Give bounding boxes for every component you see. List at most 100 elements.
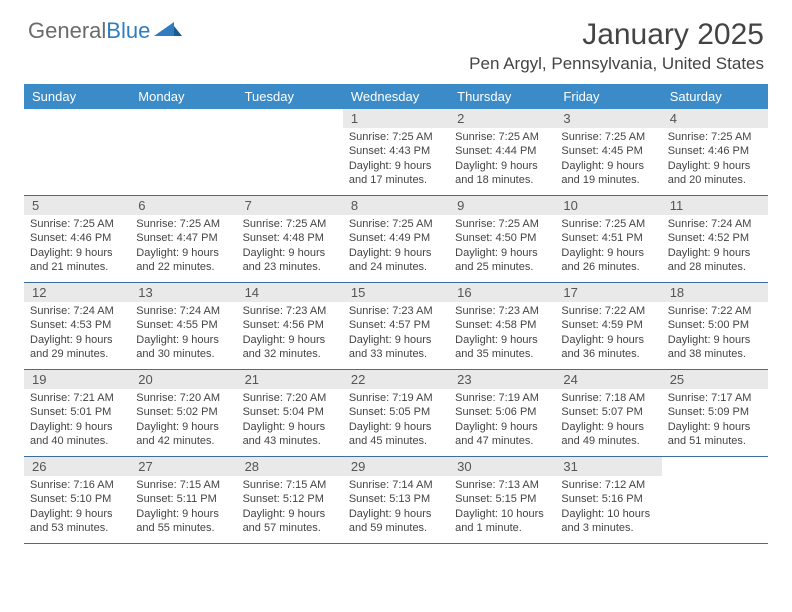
logo: GeneralBlue: [28, 18, 182, 44]
day-number: 29: [343, 457, 449, 476]
day-cell: 13 Sunrise: 7:24 AMSunset: 4:55 PMDayligh…: [130, 283, 236, 369]
day-number: 21: [237, 370, 343, 389]
day-cell: 29 Sunrise: 7:14 AMSunset: 5:13 PMDayligh…: [343, 457, 449, 543]
day-number: 19: [24, 370, 130, 389]
day-details: Sunrise: 7:25 AMSunset: 4:51 PMDaylight:…: [561, 217, 655, 274]
day-number: 5: [24, 196, 130, 215]
day-details: Sunrise: 7:12 AMSunset: 5:16 PMDaylight:…: [561, 478, 655, 535]
day-cell: 19 Sunrise: 7:21 AMSunset: 5:01 PMDayligh…: [24, 370, 130, 456]
day-cell: 23 Sunrise: 7:19 AMSunset: 5:06 PMDayligh…: [449, 370, 555, 456]
day-number: 31: [555, 457, 661, 476]
day-details: Sunrise: 7:23 AMSunset: 4:58 PMDaylight:…: [455, 304, 549, 361]
day-number: 12: [24, 283, 130, 302]
day-details: Sunrise: 7:15 AMSunset: 5:12 PMDaylight:…: [243, 478, 337, 535]
day-details: Sunrise: 7:19 AMSunset: 5:05 PMDaylight:…: [349, 391, 443, 448]
day-cell: 2 Sunrise: 7:25 AMSunset: 4:44 PMDaylight…: [449, 109, 555, 195]
day-cell: 28 Sunrise: 7:15 AMSunset: 5:12 PMDayligh…: [237, 457, 343, 543]
day-cell: 6 Sunrise: 7:25 AMSunset: 4:47 PMDaylight…: [130, 196, 236, 282]
day-cell: 16Sunrise: 7:23 AMSunset: 4:58 PMDayligh…: [449, 283, 555, 369]
day-cell: [130, 109, 236, 195]
weekday-header: Wednesday: [343, 84, 449, 109]
day-cell: 26Sunrise: 7:16 AMSunset: 5:10 PMDayligh…: [24, 457, 130, 543]
day-details: Sunrise: 7:20 AMSunset: 5:02 PMDaylight:…: [136, 391, 230, 448]
day-number: 14: [237, 283, 343, 302]
day-number: 23: [449, 370, 555, 389]
day-number: 6: [130, 196, 236, 215]
day-cell: 1 Sunrise: 7:25 AMSunset: 4:43 PMDaylight…: [343, 109, 449, 195]
day-details: Sunrise: 7:24 AMSunset: 4:53 PMDaylight:…: [30, 304, 124, 361]
day-number: 24: [555, 370, 661, 389]
calendar: SundayMondayTuesdayWednesdayThursdayFrid…: [24, 84, 768, 544]
day-details: Sunrise: 7:19 AMSunset: 5:06 PMDaylight:…: [455, 391, 549, 448]
day-number: 30: [449, 457, 555, 476]
day-details: Sunrise: 7:23 AMSunset: 4:57 PMDaylight:…: [349, 304, 443, 361]
weekday-header: Saturday: [662, 84, 768, 109]
day-details: Sunrise: 7:15 AMSunset: 5:11 PMDaylight:…: [136, 478, 230, 535]
day-number: 7: [237, 196, 343, 215]
day-cell: 22 Sunrise: 7:19 AMSunset: 5:05 PMDayligh…: [343, 370, 449, 456]
day-details: Sunrise: 7:25 AMSunset: 4:49 PMDaylight:…: [349, 217, 443, 274]
day-cell: [662, 457, 768, 543]
weekday-header: Tuesday: [237, 84, 343, 109]
day-number: 15: [343, 283, 449, 302]
day-details: Sunrise: 7:25 AMSunset: 4:47 PMDaylight:…: [136, 217, 230, 274]
day-details: Sunrise: 7:25 AMSunset: 4:43 PMDaylight:…: [349, 130, 443, 187]
day-number: 28: [237, 457, 343, 476]
day-cell: 15 Sunrise: 7:23 AMSunset: 4:57 PMDayligh…: [343, 283, 449, 369]
day-details: Sunrise: 7:25 AMSunset: 4:46 PMDaylight:…: [30, 217, 124, 274]
title-block: January 2025 Pen Argyl, Pennsylvania, Un…: [469, 18, 764, 74]
day-cell: 17Sunrise: 7:22 AMSunset: 4:59 PMDayligh…: [555, 283, 661, 369]
weekday-header: Thursday: [449, 84, 555, 109]
day-number: 8: [343, 196, 449, 215]
day-number: 2: [449, 109, 555, 128]
day-number: 26: [24, 457, 130, 476]
day-details: Sunrise: 7:24 AMSunset: 4:52 PMDaylight:…: [668, 217, 762, 274]
location-text: Pen Argyl, Pennsylvania, United States: [469, 54, 764, 74]
day-details: Sunrise: 7:25 AMSunset: 4:46 PMDaylight:…: [668, 130, 762, 187]
week-row: 5 Sunrise: 7:25 AMSunset: 4:46 PMDaylight…: [24, 196, 768, 283]
day-cell: 8 Sunrise: 7:25 AMSunset: 4:49 PMDaylight…: [343, 196, 449, 282]
day-details: Sunrise: 7:14 AMSunset: 5:13 PMDaylight:…: [349, 478, 443, 535]
day-details: Sunrise: 7:18 AMSunset: 5:07 PMDaylight:…: [561, 391, 655, 448]
day-details: Sunrise: 7:24 AMSunset: 4:55 PMDaylight:…: [136, 304, 230, 361]
day-cell: 24 Sunrise: 7:18 AMSunset: 5:07 PMDayligh…: [555, 370, 661, 456]
logo-text-blue: Blue: [106, 18, 150, 44]
day-number: 1: [343, 109, 449, 128]
day-cell: 4 Sunrise: 7:25 AMSunset: 4:46 PMDaylight…: [662, 109, 768, 195]
day-details: Sunrise: 7:20 AMSunset: 5:04 PMDaylight:…: [243, 391, 337, 448]
day-cell: 5 Sunrise: 7:25 AMSunset: 4:46 PMDaylight…: [24, 196, 130, 282]
day-cell: 25 Sunrise: 7:17 AMSunset: 5:09 PMDayligh…: [662, 370, 768, 456]
day-number: 18: [662, 283, 768, 302]
day-details: Sunrise: 7:13 AMSunset: 5:15 PMDaylight:…: [455, 478, 549, 535]
week-row: 26Sunrise: 7:16 AMSunset: 5:10 PMDayligh…: [24, 457, 768, 544]
day-cell: 31 Sunrise: 7:12 AMSunset: 5:16 PMDayligh…: [555, 457, 661, 543]
day-cell: 7 Sunrise: 7:25 AMSunset: 4:48 PMDaylight…: [237, 196, 343, 282]
day-details: Sunrise: 7:25 AMSunset: 4:45 PMDaylight:…: [561, 130, 655, 187]
day-details: Sunrise: 7:25 AMSunset: 4:50 PMDaylight:…: [455, 217, 549, 274]
week-row: 12 Sunrise: 7:24 AMSunset: 4:53 PMDayligh…: [24, 283, 768, 370]
day-details: Sunrise: 7:23 AMSunset: 4:56 PMDaylight:…: [243, 304, 337, 361]
day-cell: 9 Sunrise: 7:25 AMSunset: 4:50 PMDaylight…: [449, 196, 555, 282]
weekday-header: Friday: [555, 84, 661, 109]
day-details: Sunrise: 7:22 AMSunset: 4:59 PMDaylight:…: [561, 304, 655, 361]
day-number: 22: [343, 370, 449, 389]
day-number: 9: [449, 196, 555, 215]
day-details: Sunrise: 7:25 AMSunset: 4:44 PMDaylight:…: [455, 130, 549, 187]
day-details: Sunrise: 7:17 AMSunset: 5:09 PMDaylight:…: [668, 391, 762, 448]
day-details: Sunrise: 7:21 AMSunset: 5:01 PMDaylight:…: [30, 391, 124, 448]
day-number: 25: [662, 370, 768, 389]
day-number: 13: [130, 283, 236, 302]
logo-text-general: General: [28, 18, 106, 44]
day-number: 4: [662, 109, 768, 128]
day-details: Sunrise: 7:25 AMSunset: 4:48 PMDaylight:…: [243, 217, 337, 274]
day-cell: 14 Sunrise: 7:23 AMSunset: 4:56 PMDayligh…: [237, 283, 343, 369]
weekday-header-row: SundayMondayTuesdayWednesdayThursdayFrid…: [24, 84, 768, 109]
header: GeneralBlue January 2025 Pen Argyl, Penn…: [0, 0, 792, 78]
week-row: 19 Sunrise: 7:21 AMSunset: 5:01 PMDayligh…: [24, 370, 768, 457]
day-cell: [237, 109, 343, 195]
day-cell: 30 Sunrise: 7:13 AMSunset: 5:15 PMDayligh…: [449, 457, 555, 543]
day-number: 10: [555, 196, 661, 215]
week-row: 1 Sunrise: 7:25 AMSunset: 4:43 PMDaylight…: [24, 109, 768, 196]
day-cell: 21 Sunrise: 7:20 AMSunset: 5:04 PMDayligh…: [237, 370, 343, 456]
weekday-header: Sunday: [24, 84, 130, 109]
